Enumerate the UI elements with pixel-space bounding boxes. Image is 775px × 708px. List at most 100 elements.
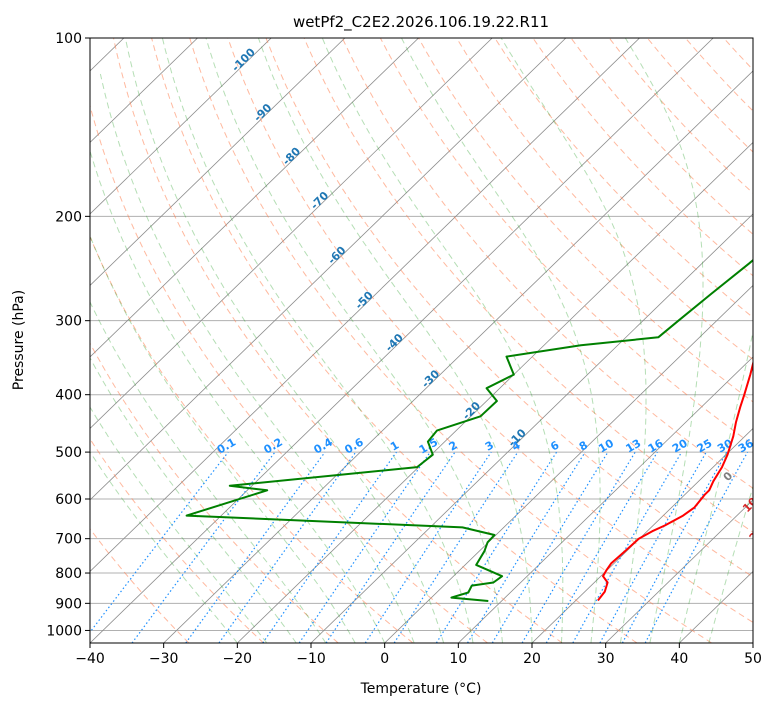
isotherm-line bbox=[90, 38, 640, 573]
axes: −40 −30 −20 −10 0 10 20 30 40 5010020030040050060… bbox=[46, 31, 762, 667]
mixing-ratio-line bbox=[218, 451, 357, 643]
x-tick-label: −40 bbox=[75, 651, 105, 667]
isotherm-line bbox=[90, 38, 198, 143]
isotherm-line bbox=[237, 141, 753, 643]
isotherm-line bbox=[531, 427, 753, 643]
y-tick-label: 600 bbox=[55, 492, 82, 508]
dry-adiabat bbox=[570, 38, 753, 236]
theta-e-label: 40 bbox=[767, 583, 775, 603]
chart-title: wetPf2_C2E2.2026.106.19.22.R11 bbox=[293, 13, 549, 32]
moist-adiabat bbox=[90, 356, 297, 643]
isotherm-line bbox=[90, 38, 714, 643]
x-tick-label: 10 bbox=[449, 651, 467, 667]
mixing-ratio-line bbox=[466, 451, 586, 643]
mixing-ratio-line bbox=[599, 451, 707, 643]
dry-adiabat bbox=[151, 38, 638, 643]
mixing-ratio-line bbox=[545, 451, 658, 643]
x-tick-label: 30 bbox=[597, 651, 615, 667]
moist-adiabat bbox=[90, 149, 386, 643]
mixing-ratio-label: 0.6 bbox=[342, 435, 366, 456]
y-axis-label: Pressure (hPa) bbox=[11, 290, 27, 390]
isotherm-line bbox=[90, 38, 272, 215]
mixing-ratio-line bbox=[325, 451, 456, 643]
isotherm-line bbox=[310, 213, 753, 643]
dry-adiabat bbox=[90, 438, 264, 643]
y-tick-label: 400 bbox=[55, 388, 82, 404]
mixing-ratio-line bbox=[298, 451, 431, 643]
y-tick-label: 200 bbox=[55, 209, 82, 225]
moist-adiabat bbox=[90, 450, 238, 643]
moist-adiabat bbox=[708, 484, 753, 643]
theta-e-label: 30 bbox=[753, 554, 773, 574]
moist-adiabat bbox=[205, 38, 503, 643]
isotherm-label: -90 bbox=[251, 101, 274, 124]
moist-adiabat bbox=[124, 38, 445, 643]
isotherm-line bbox=[90, 38, 346, 286]
moist-adiabat bbox=[500, 38, 647, 643]
y-tick-label: 300 bbox=[55, 314, 82, 330]
isotherm-label: -10 bbox=[506, 426, 529, 449]
moist-adiabat bbox=[401, 38, 601, 643]
dry-adiabat bbox=[608, 38, 753, 194]
y-tick-label: 1000 bbox=[46, 623, 82, 639]
dry-adiabat bbox=[90, 527, 190, 643]
mixing-ratio-line bbox=[185, 451, 326, 643]
theta-e-label: 10 bbox=[740, 495, 760, 515]
isotherm-label: -70 bbox=[308, 189, 331, 212]
mixing-ratio-line bbox=[131, 451, 276, 643]
moist-adiabat bbox=[321, 38, 564, 643]
moist-adiabat bbox=[624, 38, 704, 643]
mixing-ratio-label: 2 bbox=[447, 439, 460, 454]
dry-adiabat bbox=[303, 38, 753, 533]
isotherm-label: -60 bbox=[325, 243, 348, 266]
mixing-ratio-line bbox=[262, 451, 397, 643]
mixing-ratio-label: 36 bbox=[736, 436, 756, 455]
moist-adiabat bbox=[90, 300, 327, 643]
x-tick-label: 0 bbox=[380, 651, 389, 667]
x-tick-label: −30 bbox=[149, 651, 179, 667]
isotherm-line bbox=[90, 38, 419, 358]
temperature-profile-line bbox=[597, 359, 753, 602]
theta-e-label: 20 bbox=[747, 524, 767, 544]
mixing-ratio-line bbox=[364, 451, 492, 643]
dry-adiabat bbox=[90, 342, 339, 643]
mixing-ratio-line bbox=[521, 451, 636, 643]
mixing-ratio-line bbox=[491, 451, 609, 643]
dry-adiabat bbox=[90, 103, 488, 643]
mixing-ratio-label: 0.4 bbox=[312, 435, 336, 456]
dry-adiabat bbox=[762, 38, 775, 643]
mixing-ratio-line bbox=[435, 451, 558, 643]
mixing-ratio-label: 10 bbox=[596, 436, 616, 455]
x-tick-label: 40 bbox=[670, 651, 688, 667]
isotherm-label: -100 bbox=[229, 45, 258, 74]
isotherm-line bbox=[163, 70, 753, 643]
moist-adiabat bbox=[161, 38, 474, 643]
mixing-ratio-label: 6 bbox=[548, 438, 561, 453]
mixing-ratio-label: 25 bbox=[695, 437, 715, 456]
dry-adiabat bbox=[341, 38, 753, 489]
plot-area: 0.1 0.2 0.4 0.6 1 1.5 2 3 4 6 8 10 13 16 20 25 30 36-100-… bbox=[90, 38, 775, 643]
x-tick-label: 50 bbox=[744, 651, 762, 667]
mixing-ratio-label: 0.1 bbox=[215, 436, 238, 457]
isotherm-line bbox=[90, 38, 493, 430]
dry-adiabat bbox=[265, 38, 753, 578]
mixing-ratio-line bbox=[572, 451, 683, 643]
dry-adiabat bbox=[90, 235, 414, 643]
isotherm-line bbox=[752, 642, 753, 643]
isotherm-line bbox=[90, 38, 567, 501]
y-tick-label: 900 bbox=[55, 596, 82, 612]
y-tick-label: 700 bbox=[55, 532, 82, 548]
y-tick-label: 500 bbox=[55, 445, 82, 461]
x-tick-label: 20 bbox=[523, 651, 541, 667]
moist-adiabat bbox=[678, 329, 753, 643]
isotherm-label: -40 bbox=[383, 331, 406, 354]
dry-adiabat bbox=[418, 38, 753, 403]
x-tick-label: −10 bbox=[296, 651, 326, 667]
mixing-ratio-line bbox=[90, 451, 229, 634]
isotherm-line bbox=[605, 499, 753, 643]
isotherm-label: -30 bbox=[419, 367, 442, 390]
dewpoint-profile-line bbox=[185, 258, 753, 602]
isotherm-label: -50 bbox=[353, 289, 376, 312]
y-tick-label: 800 bbox=[55, 566, 82, 582]
